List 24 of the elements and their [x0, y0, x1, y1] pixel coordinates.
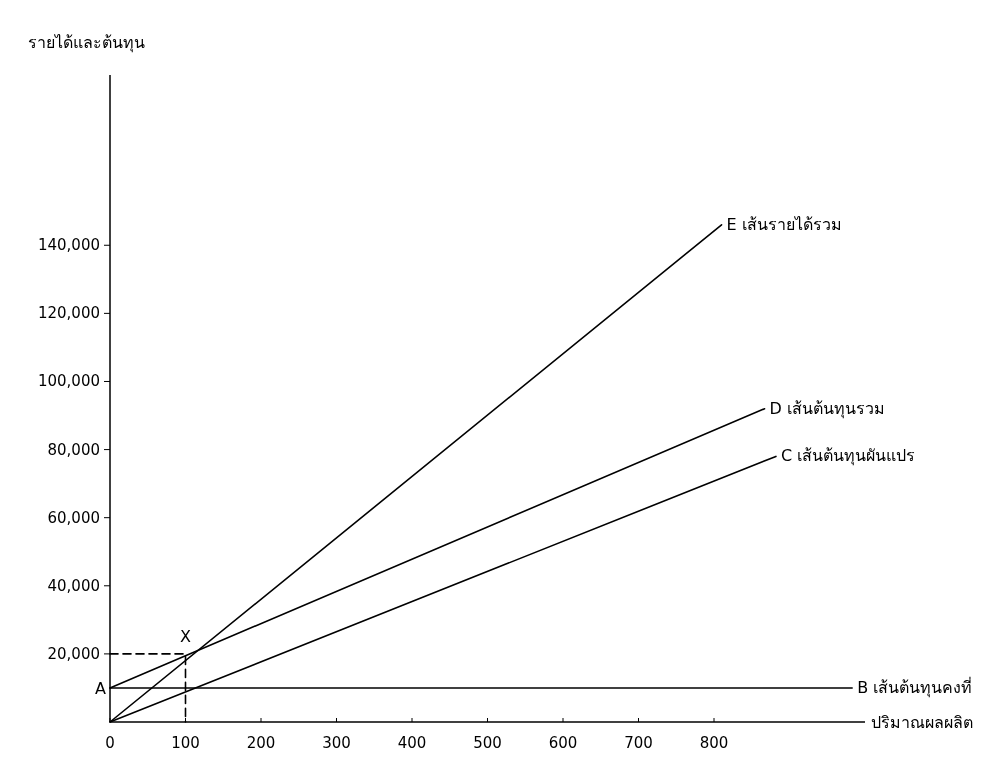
x-tick-label: 800 [699, 734, 729, 752]
y-tick-label: 20,000 [47, 644, 100, 663]
annotation: X [180, 626, 192, 646]
y-tick-label: 60,000 [47, 508, 100, 527]
x-tick-label: 500 [473, 734, 502, 752]
x-tick-label: 300 [322, 734, 351, 752]
y-axis-title: รายได้และต้นทุน [28, 33, 145, 53]
y-tick-label: 100,000 [37, 372, 100, 391]
annotation: A [95, 678, 107, 698]
x-tick-label: 0 [105, 734, 115, 752]
x-tick-label: 700 [624, 734, 653, 752]
y-tick-label: 140,000 [37, 236, 100, 255]
y-tick-label: 80,000 [47, 440, 100, 459]
series-label: B เส้นต้นทุนคงที่ [857, 675, 973, 698]
y-tick-label: 120,000 [37, 304, 100, 323]
y-tick-label: 40,000 [47, 576, 100, 595]
series-label: D เส้นต้นทุนรวม [769, 398, 885, 419]
x-tick-label: 600 [548, 734, 578, 752]
x-tick-label: 200 [246, 734, 276, 752]
series-label: E เส้นรายได้รวม [726, 214, 842, 234]
series-label: C เส้นต้นทุนผันแปร [780, 446, 916, 467]
x-tick-label: 400 [397, 734, 427, 752]
x-axis-title: ปริมาณผลผลิต [871, 713, 973, 732]
x-tick-label: 100 [171, 734, 200, 752]
